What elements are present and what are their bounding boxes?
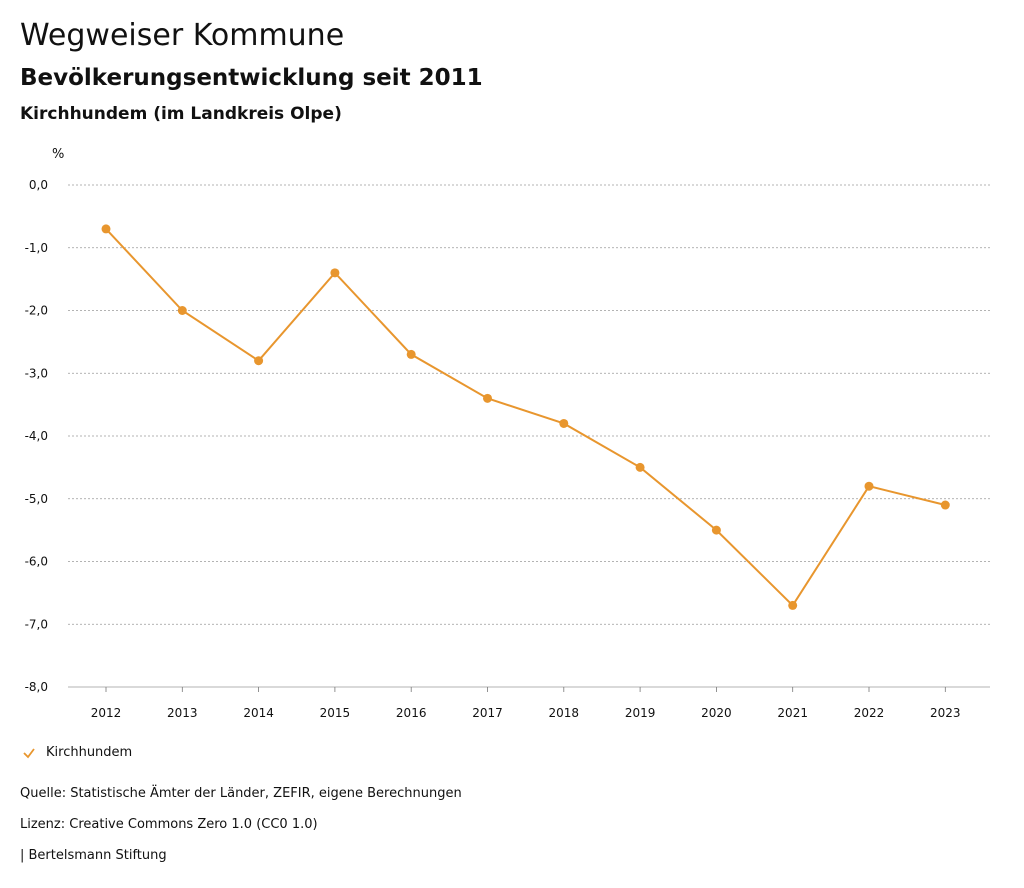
x-tick-label: 2019	[625, 706, 656, 720]
x-tick-label: 2016	[396, 706, 427, 720]
x-tick-label: 2013	[167, 706, 198, 720]
x-tick-label: 2022	[854, 706, 885, 720]
y-tick-label: -8,0	[25, 680, 48, 694]
check-icon	[23, 747, 35, 758]
x-tick-label: 2020	[701, 706, 732, 720]
x-tick-label: 2014	[243, 706, 274, 720]
y-axis-ticks: 0,0 -1,0 -2,0 -3,0 -4,0 -5,0 -6,0 -7,0 -8,0	[25, 178, 48, 694]
y-tick-label: -7,0	[25, 617, 48, 631]
legend-label: Kirchhundem	[46, 745, 133, 760]
x-tick-label: 2017	[472, 706, 503, 720]
x-tick-label: 2021	[777, 706, 808, 720]
chart-subtitle: Bevölkerungsentwicklung seit 2011	[20, 65, 483, 91]
license-note: Lizenz: Creative Commons Zero 1.0 (CC0 1…	[20, 817, 318, 832]
source-note: Quelle: Statistische Ämter der Länder, Z…	[20, 786, 462, 801]
y-tick-label: -6,0	[25, 555, 48, 569]
line-chart: % 0,0 -1,0 -2,0 -3,0 -4,0 -5,0 -6,0 -7,0 -8,0 20…	[25, 147, 990, 720]
y-tick-label: -3,0	[25, 366, 48, 380]
y-axis-unit: %	[52, 147, 64, 162]
data-point	[406, 349, 416, 359]
data-point	[330, 268, 340, 278]
series-line	[105, 228, 946, 608]
series-kirchhundem	[101, 224, 950, 610]
region-label: Kirchhundem (im Landkreis Olpe)	[20, 104, 342, 124]
x-tick-label: 2023	[930, 706, 961, 720]
x-tick-label: 2018	[549, 706, 580, 720]
data-point	[788, 600, 798, 610]
data-point	[864, 481, 874, 491]
data-point	[635, 462, 645, 472]
x-tick-label: 2015	[320, 706, 351, 720]
page-title: Wegweiser Kommune	[20, 18, 345, 53]
y-tick-label: -4,0	[25, 429, 48, 443]
y-tick-label: -1,0	[25, 241, 48, 255]
legend: Kirchhundem	[22, 745, 132, 760]
grid-lines	[68, 184, 990, 688]
data-point	[483, 393, 492, 403]
data-point	[254, 356, 264, 366]
data-point	[559, 418, 569, 428]
data-point	[940, 500, 950, 510]
data-point	[711, 525, 721, 535]
x-axis-ticks: 2012 2013 2014 2015 2016 2017 2018 2019 2020 2021…	[91, 687, 961, 720]
y-tick-label: -2,0	[25, 304, 48, 318]
y-tick-label: 0,0	[29, 178, 48, 192]
y-tick-label: -5,0	[25, 492, 48, 506]
x-tick-label: 2012	[91, 706, 122, 720]
data-point	[101, 224, 111, 234]
publisher-note: | Bertelsmann Stiftung	[20, 848, 167, 863]
data-point	[177, 306, 187, 315]
